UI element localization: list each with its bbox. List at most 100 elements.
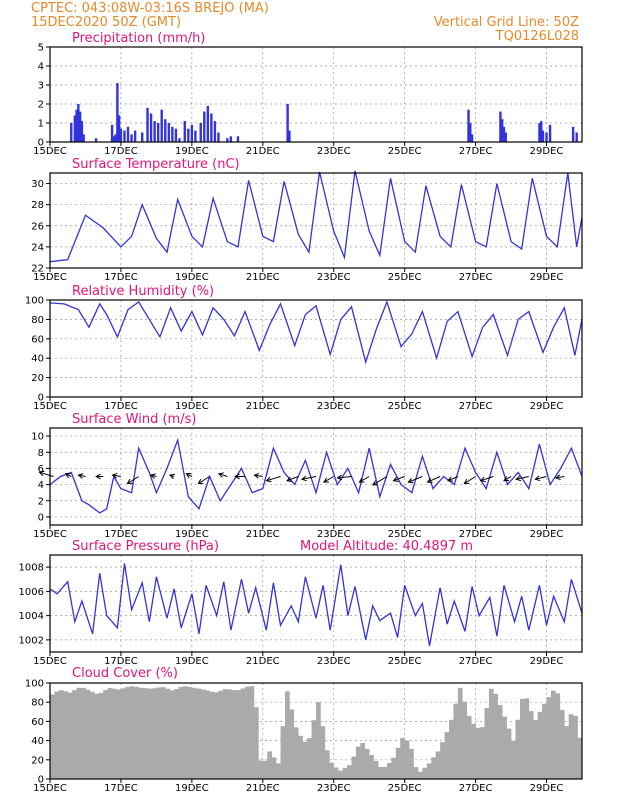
precip-bar: [288, 130, 291, 142]
cloud-bar: [409, 749, 414, 779]
pressure-xtick-label: 19DEC: [175, 656, 209, 667]
precip-bar: [141, 132, 144, 142]
wind-vector: [447, 476, 459, 482]
wind-vector-head: [336, 474, 343, 481]
cloud-bar: [112, 688, 117, 779]
wind-vector-head: [265, 476, 272, 483]
precip-bar: [545, 132, 548, 142]
cloud-bar: [515, 719, 521, 779]
cloud-bar: [209, 691, 215, 779]
cloud-bar: [67, 692, 73, 779]
wind-vector: [254, 474, 263, 477]
wind-vector: [480, 476, 494, 482]
wind-vector-head: [358, 477, 365, 483]
pressure-xtick-label: 25DEC: [388, 656, 422, 667]
humidity-xtick-label: 15DEC: [33, 401, 67, 412]
precip-bar: [80, 121, 84, 142]
cloud-bar: [435, 751, 441, 779]
wind-vector-head: [185, 473, 192, 479]
cloud-bar: [519, 699, 525, 779]
cloud-xtick-label: 21DEC: [246, 783, 280, 794]
wind-vector-head: [463, 478, 470, 485]
cloud-bar: [382, 767, 388, 779]
precipitation-title: Precipitation (mm/h): [72, 31, 205, 46]
cloud-bar: [205, 690, 210, 779]
wind-vector: [337, 476, 352, 479]
wind-vector-head: [392, 476, 399, 482]
precipitation-xtick-label: 27DEC: [459, 146, 493, 157]
cloud-bar: [89, 691, 95, 779]
wind-vector: [535, 476, 547, 480]
humidity-ytick-label: 100: [25, 296, 44, 307]
precip-bar: [502, 126, 506, 142]
cloud-bar: [466, 715, 472, 779]
wind-vector-head: [479, 476, 486, 483]
cloud-bar: [85, 689, 91, 779]
precip-bar: [575, 132, 578, 142]
cloud-bar: [493, 693, 499, 779]
temperature-xtick-label: 29DEC: [530, 272, 564, 283]
cloud-ytick-label: 20: [31, 755, 44, 766]
cloud-bar: [218, 690, 224, 779]
header-location: CPTEC: 043:08W-03:16S BREJO (MA): [31, 1, 269, 16]
cloud-bar: [484, 707, 490, 779]
cloud-xtick-label: 23DEC: [317, 783, 351, 794]
cloud-bar: [497, 705, 503, 779]
precip-bar: [540, 121, 543, 142]
header-run-time: 15DEC2020 50Z (GMT): [31, 15, 181, 30]
pressure-xtick-label: 21DEC: [246, 656, 280, 667]
precipitation-ytick-label: 2: [38, 100, 44, 111]
precip-bar: [217, 132, 220, 142]
humidity-xtick-label: 27DEC: [459, 401, 493, 412]
humidity-xtick-label: 21DEC: [246, 401, 280, 412]
cloud-bar: [267, 751, 272, 779]
precip-bar: [78, 111, 82, 142]
cloud-bar: [550, 690, 556, 779]
wind-vector: [464, 476, 476, 484]
humidity-xtick-label: 23DEC: [317, 401, 351, 412]
precip-bar: [538, 123, 541, 142]
cloud-bar: [191, 687, 197, 779]
cloud-ytick-label: 0: [38, 775, 44, 786]
cloud-bar: [351, 756, 357, 779]
wind-xtick-label: 19DEC: [175, 529, 209, 540]
precip-bar: [117, 115, 121, 142]
wind-vector-head: [534, 475, 541, 482]
cloud-bar: [271, 757, 277, 779]
cloud-title: Cloud Cover (%): [72, 666, 178, 681]
cloud-bar: [373, 761, 379, 779]
humidity-frame: [49, 299, 583, 398]
wind-vector-head: [372, 480, 378, 486]
wind-vector: [359, 476, 370, 483]
temperature-xtick-label: 21DEC: [246, 272, 280, 283]
cloud-bar: [395, 747, 401, 779]
precip-bar: [133, 130, 137, 142]
wind-vector-head: [515, 475, 522, 482]
pressure-ytick-label: 1008: [19, 563, 44, 574]
cloud-bar: [284, 691, 290, 779]
humidity-ytick-label: 40: [31, 354, 44, 365]
wind-vector: [503, 476, 512, 482]
cloud-bar: [426, 763, 432, 779]
cloud-bar: [528, 711, 534, 779]
humidity-panel: Relative Humidity (%) 0 20 40 60 80 100 15DEC 1…: [25, 284, 583, 412]
cloud-bar: [63, 691, 69, 779]
precip-bar: [75, 109, 78, 142]
cloud-bar: [537, 711, 543, 779]
cloud-bar: [196, 688, 202, 779]
precip-bar: [126, 126, 130, 142]
cloud-bar: [431, 757, 436, 779]
precip-bar: [73, 115, 77, 142]
precip-bar: [119, 128, 123, 142]
cloud-xtick-label: 25DEC: [388, 783, 422, 794]
temperature-ytick-label: 24: [31, 242, 44, 253]
precipitation-ytick-label: 0: [38, 138, 44, 149]
temperature-panel: Surface Temperature (nC) 22 24 26 28 30 15DEC…: [31, 157, 583, 283]
cloud-bar: [342, 767, 348, 779]
temperature-ytick-label: 30: [31, 179, 44, 190]
wind-vector-head: [38, 470, 45, 477]
cloud-ytick-label: 60: [31, 717, 44, 728]
cloud-bar: [320, 726, 326, 779]
wind-vector-head: [323, 477, 329, 483]
cloud-bar: [200, 689, 206, 779]
